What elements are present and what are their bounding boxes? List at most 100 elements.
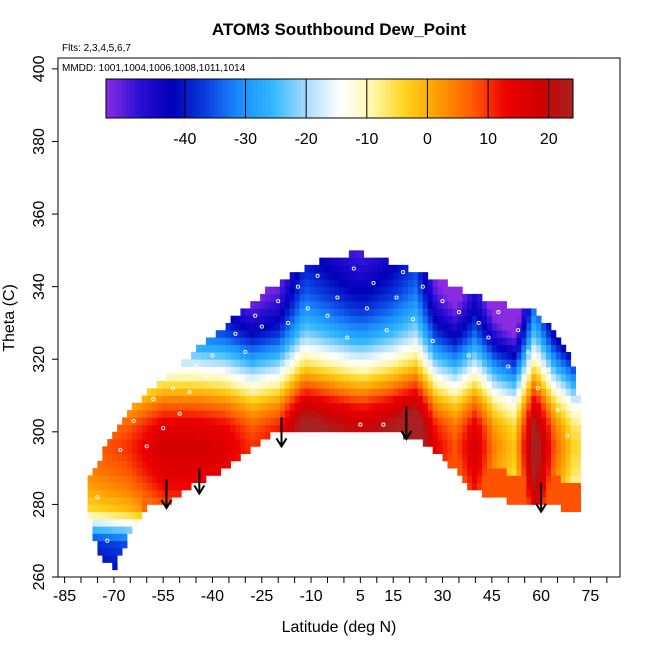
heatmap-cell	[388, 395, 394, 404]
heatmap-cell	[255, 359, 261, 367]
sample-marker	[381, 422, 386, 427]
heatmap-cell	[117, 497, 123, 505]
heatmap-cell	[417, 315, 424, 324]
heatmap-cell	[294, 381, 300, 389]
heatmap-cell	[477, 373, 483, 382]
heatmap-cell	[398, 322, 404, 331]
heatmap-cell	[541, 344, 547, 353]
heatmap-cell	[171, 410, 177, 418]
heatmap-cell	[205, 424, 212, 433]
heatmap-cell	[166, 431, 172, 440]
heatmap-cell	[260, 315, 266, 324]
heatmap-cell	[467, 330, 473, 338]
heatmap-cell	[555, 410, 562, 418]
heatmap-cell	[210, 417, 217, 425]
heatmap-cell	[462, 351, 468, 360]
sample-marker	[430, 339, 435, 344]
heatmap-cell	[417, 337, 424, 346]
heatmap-cell	[329, 330, 335, 338]
heatmap-cell	[383, 272, 389, 280]
heatmap-cell	[131, 468, 138, 476]
heatmap-cell	[156, 489, 162, 498]
heatmap-cell	[235, 315, 241, 324]
colorbar-segment	[113, 79, 119, 118]
heatmap-cell	[452, 344, 458, 353]
heatmap-cell	[314, 410, 320, 418]
heatmap-cell	[245, 359, 251, 367]
heatmap-cell	[526, 322, 532, 331]
heatmap-cell	[102, 555, 108, 563]
heatmap-cell	[141, 410, 148, 418]
heatmap-cell	[452, 359, 458, 367]
heatmap-cell	[329, 279, 335, 288]
heatmap-cell	[491, 446, 498, 454]
heatmap-cell	[97, 511, 103, 520]
heatmap-cell	[427, 417, 434, 425]
heatmap-cell	[442, 322, 448, 331]
heatmap-cell	[368, 410, 374, 418]
heatmap-cell	[171, 373, 177, 382]
heatmap-cell	[304, 272, 310, 280]
heatmap-cell	[491, 395, 498, 404]
heatmap-cell	[546, 475, 552, 484]
heatmap-cell	[122, 489, 128, 498]
heatmap-cell	[560, 410, 567, 418]
heatmap-cell	[348, 373, 355, 382]
heatmap-cell	[422, 286, 429, 295]
heatmap-cell	[491, 431, 498, 440]
heatmap-cell	[131, 489, 138, 498]
heatmap-cell	[181, 410, 187, 418]
heatmap-cell	[393, 351, 399, 360]
colorbar-segment	[464, 79, 469, 118]
heatmap-cell	[265, 293, 271, 302]
heatmap-cell	[260, 322, 266, 331]
heatmap-cell	[294, 315, 300, 324]
heatmap-cell	[156, 402, 162, 411]
colorbar-segment	[499, 79, 504, 118]
heatmap-cell	[245, 439, 251, 447]
heatmap-cell	[215, 337, 222, 346]
heatmap-cell	[353, 344, 360, 353]
heatmap-cell	[373, 322, 379, 331]
heatmap-cell	[289, 410, 296, 418]
heatmap-cell	[491, 330, 498, 338]
heatmap-cell	[122, 475, 128, 484]
heatmap-cell	[343, 388, 350, 396]
heatmap-cell	[511, 402, 517, 411]
heatmap-cell	[452, 446, 458, 454]
heatmap-cell	[141, 504, 148, 513]
heatmap-cell	[309, 272, 315, 280]
heatmap-cell	[235, 344, 241, 353]
heatmap-cell	[472, 330, 478, 338]
heatmap-cell	[531, 475, 537, 484]
heatmap-cell	[269, 395, 276, 404]
heatmap-cell	[570, 453, 577, 462]
heatmap-cell	[353, 373, 360, 382]
colorbar-segment	[502, 79, 508, 118]
heatmap-cell	[334, 264, 340, 273]
colorbar-segment	[487, 79, 492, 118]
heatmap-cell	[373, 286, 379, 295]
heatmap-cell	[304, 388, 310, 396]
heatmap-cell	[339, 257, 345, 266]
colorbar-segment	[273, 79, 278, 118]
heatmap-cell	[531, 344, 537, 353]
sample-marker	[516, 328, 521, 333]
heatmap-cell	[388, 359, 394, 367]
heatmap-cell	[97, 504, 103, 513]
heatmap-cell	[393, 286, 399, 295]
heatmap-cell	[408, 308, 414, 317]
heatmap-cell	[127, 518, 133, 527]
heatmap-cell	[186, 431, 192, 440]
heatmap-cell	[393, 308, 399, 317]
heatmap-cell	[383, 417, 389, 425]
heatmap-cell	[462, 468, 468, 476]
heatmap-cell	[555, 446, 562, 454]
heatmap-cell	[531, 359, 537, 367]
heatmap-cell	[536, 489, 542, 498]
heatmap-cell	[294, 366, 300, 375]
heatmap-cell	[97, 533, 103, 542]
heatmap-cell	[319, 366, 325, 375]
heatmap-cell	[353, 402, 360, 411]
heatmap-cell	[575, 475, 581, 484]
